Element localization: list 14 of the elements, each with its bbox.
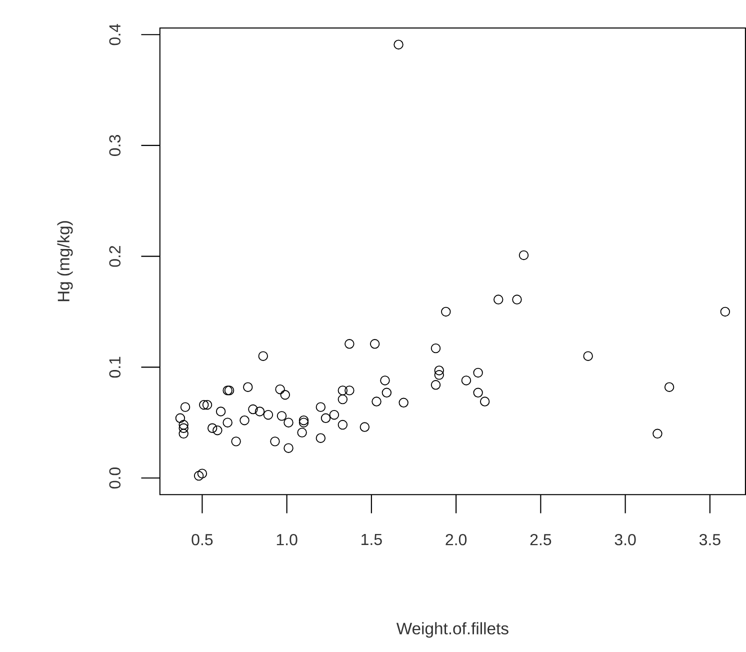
y-tick-label: 0.3 [109, 135, 121, 156]
y-axis-title: Hg (mg/kg) [57, 221, 73, 302]
x-tick-label: 0.5 [192, 534, 213, 546]
x-tick-label: 2.5 [530, 534, 552, 546]
x-tick-label: 1.5 [362, 534, 382, 546]
y-tick-label: 0.1 [109, 357, 121, 378]
x-tick-label: 2.0 [446, 534, 467, 546]
y-tick-label: 0.2 [109, 246, 121, 268]
x-axis-title: Weight.of.fillets [396, 622, 508, 638]
y-tick-label: 0.4 [109, 24, 121, 46]
y-tick-label: 0.0 [109, 468, 121, 489]
x-tick-label: 3.5 [699, 534, 720, 546]
x-tick-label: 1.0 [276, 534, 298, 546]
x-tick-label: 3.0 [614, 534, 636, 546]
